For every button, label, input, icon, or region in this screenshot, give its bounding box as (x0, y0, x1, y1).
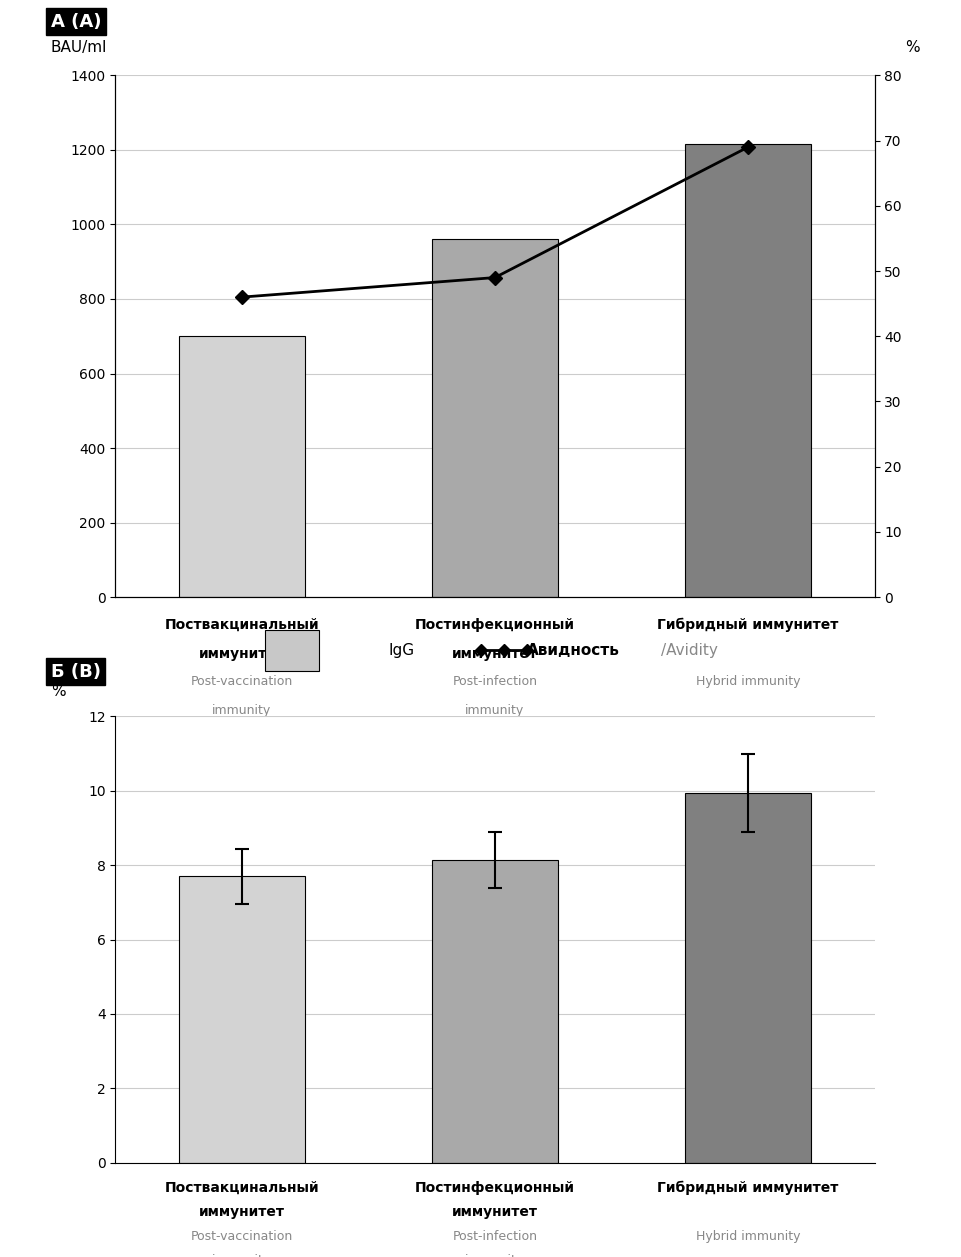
Text: Поствакцинальный: Поствакцинальный (164, 618, 319, 632)
Text: immunity: immunity (465, 1254, 525, 1257)
Text: иммунитет: иммунитет (199, 646, 284, 661)
Text: Б (B): Б (B) (51, 662, 101, 681)
Text: Post-infection: Post-infection (453, 1229, 537, 1243)
Text: иммунитет: иммунитет (199, 1205, 284, 1219)
Text: /Avidity: /Avidity (661, 644, 718, 657)
Text: Post-vaccination: Post-vaccination (190, 1229, 293, 1243)
Text: Post-infection: Post-infection (453, 675, 537, 689)
Bar (684, 793, 811, 1163)
Text: BAU/ml: BAU/ml (51, 39, 108, 54)
Text: %: % (51, 684, 65, 699)
Text: Hybrid immunity: Hybrid immunity (696, 1229, 801, 1243)
Text: %: % (905, 39, 920, 54)
Text: Авидность: Авидность (527, 644, 620, 657)
Text: иммунитет: иммунитет (452, 646, 538, 661)
Text: immunity: immunity (212, 704, 271, 716)
Text: Hybrid immunity: Hybrid immunity (696, 675, 801, 689)
Text: Гибридный иммунитет: Гибридный иммунитет (657, 618, 839, 632)
Text: Гибридный иммунитет: Гибридный иммунитет (657, 1180, 839, 1195)
Text: Постинфекционный: Постинфекционный (415, 1180, 575, 1194)
Bar (431, 239, 558, 597)
FancyBboxPatch shape (265, 630, 319, 671)
Bar (431, 860, 558, 1163)
Text: immunity: immunity (465, 704, 525, 716)
Bar (685, 145, 811, 597)
Bar (179, 336, 306, 597)
Bar (179, 876, 306, 1163)
Text: Постинфекционный: Постинфекционный (415, 618, 575, 632)
Text: immunity: immunity (212, 1254, 271, 1257)
Text: Post-vaccination: Post-vaccination (190, 675, 293, 689)
Text: IgG: IgG (388, 644, 414, 657)
Text: иммунитет: иммунитет (452, 1205, 538, 1219)
Text: Поствакцинальный: Поствакцинальный (164, 1180, 319, 1194)
Text: А (А): А (А) (51, 13, 101, 31)
